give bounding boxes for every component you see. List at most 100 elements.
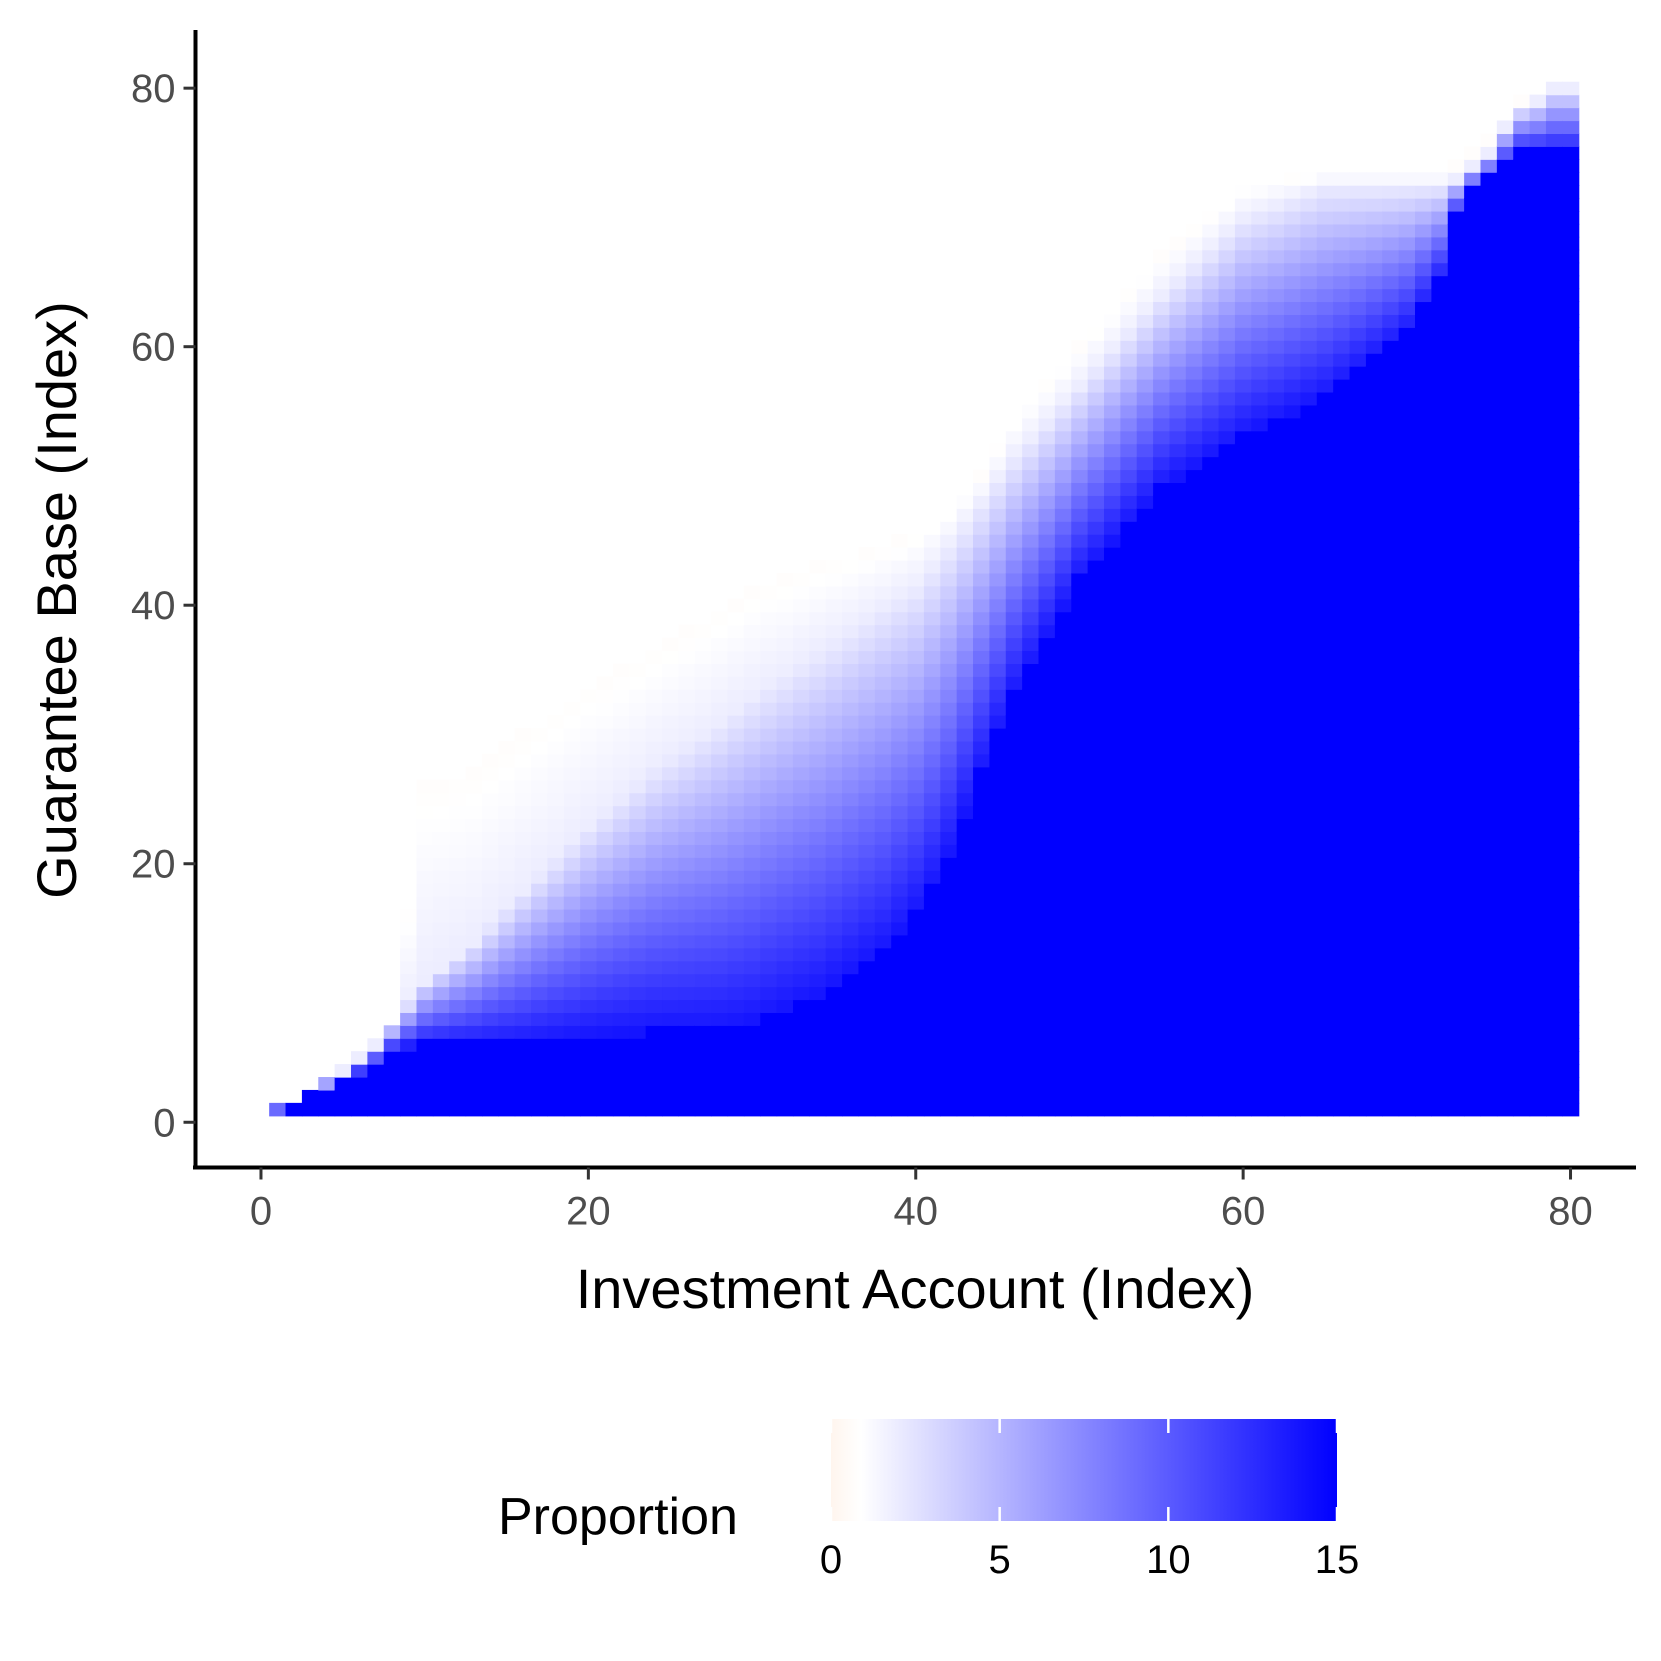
- heatmap-cell: [956, 598, 974, 613]
- heatmap-cell: [1153, 870, 1171, 884]
- heatmap-cell: [760, 818, 778, 833]
- heatmap-cell: [1382, 275, 1400, 290]
- heatmap-cell: [874, 624, 892, 639]
- heatmap-cell: [498, 779, 516, 794]
- heatmap-cell: [449, 1102, 467, 1117]
- heatmap-cell: [1415, 663, 1432, 677]
- heatmap-cell: [907, 973, 925, 988]
- heatmap-cell: [842, 740, 860, 755]
- heatmap-cell: [580, 883, 598, 897]
- heatmap-cell: [858, 883, 876, 897]
- heatmap-cell: [1202, 857, 1220, 871]
- heatmap-cell: [694, 689, 712, 703]
- heatmap-cell: [1251, 844, 1269, 858]
- heatmap-cell: [1415, 185, 1432, 199]
- heatmap-cell: [1365, 482, 1383, 496]
- heatmap-cell: [1415, 456, 1432, 471]
- heatmap-cell: [1284, 792, 1302, 807]
- heatmap-cell: [874, 1102, 892, 1117]
- heatmap-cell: [1529, 908, 1547, 923]
- heatmap-cell: [874, 728, 892, 742]
- heatmap-cell: [1267, 366, 1285, 380]
- heatmap-cell: [1415, 676, 1432, 690]
- heatmap-cell: [612, 766, 630, 781]
- heatmap-cell: [989, 728, 1007, 742]
- heatmap-cell: [1480, 999, 1498, 1013]
- heatmap-cell: [1431, 1102, 1449, 1117]
- heatmap-cell: [1153, 1051, 1171, 1065]
- heatmap-cell: [940, 585, 958, 600]
- heatmap-cell: [1562, 495, 1580, 509]
- heatmap-cell: [1136, 379, 1154, 393]
- heatmap-cell: [1529, 185, 1547, 199]
- heatmap-cell: [1562, 857, 1580, 871]
- heatmap-cell: [940, 947, 958, 962]
- heatmap-cell: [727, 1038, 745, 1052]
- heatmap-cell: [1529, 482, 1547, 496]
- heatmap-cell: [1087, 986, 1105, 1001]
- heatmap-cell: [1087, 443, 1105, 458]
- heatmap-cell: [1447, 818, 1465, 833]
- heatmap-cell: [842, 986, 860, 1001]
- heatmap-cell: [1545, 598, 1563, 613]
- heatmap-cell: [629, 934, 647, 949]
- heatmap-cell: [694, 715, 712, 729]
- heatmap-cell: [596, 1064, 614, 1078]
- heatmap-cell: [1153, 417, 1171, 432]
- heatmap-cell: [1218, 805, 1236, 820]
- heatmap-cell: [1398, 198, 1416, 212]
- heatmap-cell: [1300, 728, 1318, 742]
- heatmap-cell: [629, 715, 647, 729]
- heatmap-cell: [1431, 572, 1449, 587]
- heatmap-cell: [1349, 740, 1367, 755]
- heatmap-cell: [858, 715, 876, 729]
- heatmap-cell: [1398, 1064, 1416, 1078]
- heatmap-cell: [1218, 417, 1236, 432]
- heatmap-cell: [547, 831, 565, 845]
- heatmap-cell: [711, 702, 729, 716]
- heatmap-cell: [645, 676, 663, 690]
- heatmap-cell: [1398, 404, 1416, 419]
- heatmap-cell: [711, 753, 729, 768]
- heatmap-cell: [531, 1051, 549, 1065]
- heatmap-cell: [1529, 598, 1547, 613]
- heatmap-cell: [973, 598, 991, 613]
- heatmap-cell: [809, 637, 827, 652]
- heatmap-cell: [1382, 547, 1400, 561]
- heatmap-cell: [1398, 792, 1416, 807]
- heatmap-cell: [1054, 598, 1072, 613]
- heatmap-cell: [580, 1051, 598, 1065]
- heatmap-cell: [1513, 133, 1531, 147]
- heatmap-cell: [842, 844, 860, 858]
- heatmap-cell: [1251, 559, 1269, 574]
- heatmap-cell: [1415, 327, 1432, 341]
- heatmap-cell: [1415, 585, 1432, 600]
- heatmap-cell: [1496, 456, 1514, 471]
- heatmap-cell: [1120, 973, 1138, 988]
- heatmap-cell: [1234, 288, 1252, 303]
- heatmap-cell: [1382, 430, 1400, 445]
- heatmap-cell: [514, 921, 532, 936]
- heatmap-cell: [1398, 469, 1416, 484]
- heatmap-cell: [1153, 650, 1171, 664]
- heatmap-cell: [973, 960, 991, 975]
- heatmap-cell: [1333, 353, 1351, 367]
- heatmap-cell: [1365, 650, 1383, 664]
- heatmap-cell: [1316, 547, 1334, 561]
- heatmap-cell: [809, 883, 827, 897]
- heatmap-cell: [1562, 1089, 1580, 1104]
- heatmap-cell: [580, 728, 598, 742]
- heatmap-cell: [1496, 805, 1514, 820]
- heatmap-cell: [1054, 1089, 1072, 1104]
- heatmap-cell: [1185, 353, 1203, 367]
- heatmap-cell: [1496, 637, 1514, 652]
- heatmap-cell: [891, 766, 909, 781]
- heatmap-cell: [711, 947, 729, 962]
- heatmap-cell: [1234, 624, 1252, 639]
- heatmap-cell: [1234, 1038, 1252, 1052]
- heatmap-cell: [1120, 1025, 1138, 1039]
- heatmap-cell: [1169, 1051, 1187, 1065]
- heatmap-cell: [973, 779, 991, 794]
- heatmap-cell: [874, 779, 892, 794]
